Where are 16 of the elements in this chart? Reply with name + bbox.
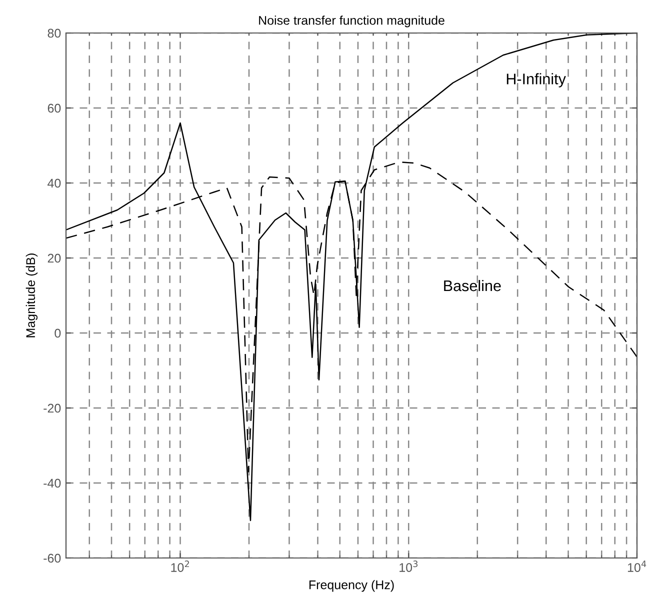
- y-tick-label: -60: [44, 554, 61, 563]
- y-tick-label: 0: [54, 328, 61, 338]
- y-tick-label: 60: [48, 104, 61, 113]
- series-label: H-Infinity: [506, 73, 566, 88]
- x-axis-title: Frequency (Hz): [309, 580, 394, 592]
- y-axis-title: Magnitude (dB): [26, 254, 38, 338]
- x-tick-label: 10$^{3}$: [400, 560, 418, 572]
- y-tick-label: 20: [48, 254, 61, 263]
- text: Baseline: [444, 280, 501, 292]
- y-tick-label: -20: [44, 404, 61, 413]
- chart-title: Noise transfer function magnitude: [259, 16, 444, 28]
- y-tick-label: 40: [48, 178, 61, 188]
- y-tick-label: 80: [48, 28, 61, 38]
- x-tick-label: 10$^{4}$: [628, 560, 646, 572]
- y-tick-label: -40: [44, 478, 61, 488]
- x-tick-label: 10$^{2}$: [171, 560, 189, 572]
